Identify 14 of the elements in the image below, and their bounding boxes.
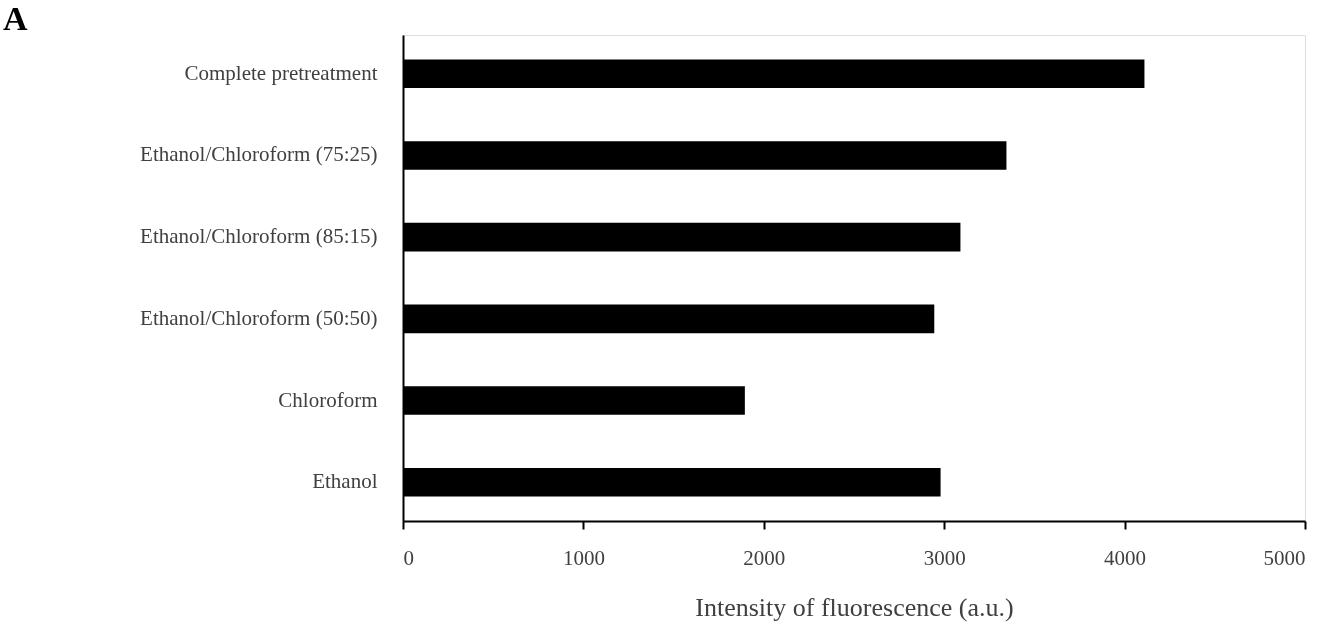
y-tick-label: Ethanol xyxy=(312,469,378,494)
x-tick-label: 3000 xyxy=(923,545,966,570)
y-tick-label: Chloroform xyxy=(278,387,378,412)
text: A xyxy=(3,0,28,37)
x-tick-label: 5000 xyxy=(1263,545,1306,570)
x-tick-label: 2000 xyxy=(743,545,786,570)
x-tick-label: 4000 xyxy=(1104,545,1147,570)
x-tick-label: 0 xyxy=(403,545,414,570)
y-tick-label: Ethanol/Chloroform (50:50) xyxy=(140,305,378,330)
x-tick-label: 1000 xyxy=(562,545,605,570)
y-tick-label: Ethanol/Chloroform (85:15) xyxy=(140,224,378,249)
y-tick-label: Ethanol/Chloroform (75:25) xyxy=(140,142,378,167)
y-tick-label: Complete pretreatment xyxy=(184,60,378,85)
x-axis-title: Intensity of fluorescence (a.u.) xyxy=(695,592,1014,622)
